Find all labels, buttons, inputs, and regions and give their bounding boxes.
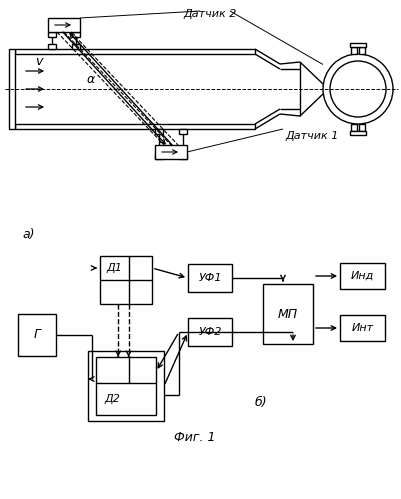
Bar [100, 256, 152, 304]
Bar [18, 314, 56, 356]
Bar [96, 357, 156, 415]
Bar [359, 47, 365, 54]
Text: v: v [35, 54, 43, 67]
Bar [351, 47, 357, 54]
Bar [48, 44, 56, 49]
Text: α: α [87, 72, 95, 85]
Text: Датчик 1: Датчик 1 [285, 131, 338, 141]
Bar [155, 154, 163, 159]
Text: Д1: Д1 [106, 263, 122, 273]
Bar [340, 315, 385, 341]
Bar [155, 129, 163, 134]
Text: Д2: Д2 [104, 394, 120, 404]
Bar [188, 264, 232, 292]
Bar [179, 154, 187, 159]
Text: б): б) [255, 396, 267, 409]
Bar [15, 124, 255, 129]
Text: Фиг. 1: Фиг. 1 [174, 431, 216, 444]
Bar [155, 145, 187, 159]
Bar [351, 124, 357, 131]
Bar [48, 32, 56, 37]
Bar [15, 49, 255, 54]
Text: УФ2: УФ2 [198, 327, 222, 337]
Bar [188, 318, 232, 346]
Bar [9, 49, 15, 129]
Bar [72, 32, 80, 37]
Bar [340, 263, 385, 289]
Text: УФ1: УФ1 [198, 273, 222, 283]
Bar [359, 124, 365, 131]
Bar [72, 44, 80, 49]
Bar [88, 351, 164, 421]
Text: а): а) [22, 228, 34, 241]
Bar [48, 18, 80, 32]
Bar [350, 43, 366, 47]
Bar [350, 131, 366, 135]
Text: Инд: Инд [351, 271, 374, 281]
Text: Инт: Инт [351, 323, 374, 333]
Bar [263, 284, 313, 344]
Text: МП: МП [278, 307, 298, 320]
Bar [179, 129, 187, 134]
Text: Датчик 2: Датчик 2 [183, 9, 237, 19]
Text: Г: Г [34, 328, 41, 341]
